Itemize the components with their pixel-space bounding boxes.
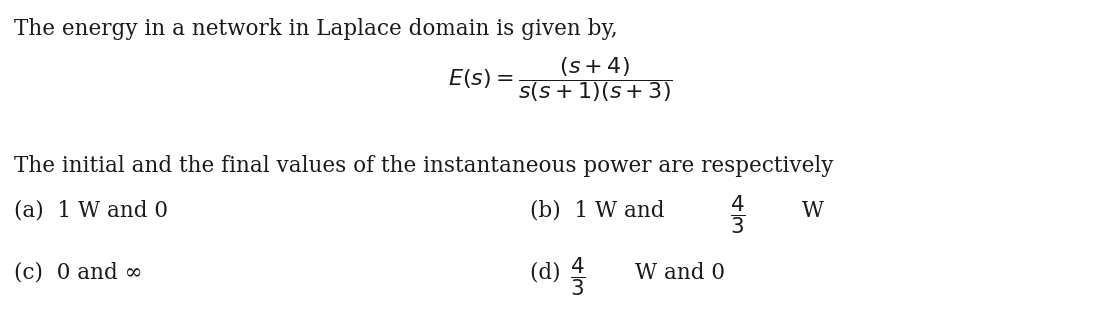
Text: $\dfrac{4}{3}$: $\dfrac{4}{3}$ — [730, 193, 745, 236]
Text: W: W — [794, 200, 824, 222]
Text: (a)  1 W and 0: (a) 1 W and 0 — [15, 200, 168, 222]
Text: (d): (d) — [530, 262, 574, 284]
Text: $\dfrac{4}{3}$: $\dfrac{4}{3}$ — [570, 255, 585, 298]
Text: (c)  0 and ∞: (c) 0 and ∞ — [15, 262, 142, 284]
Text: The initial and the final values of the instantaneous power are respectively: The initial and the final values of the … — [15, 155, 834, 177]
Text: (b)  1 W and: (b) 1 W and — [530, 200, 671, 222]
Text: The energy in a network in Laplace domain is given by,: The energy in a network in Laplace domai… — [15, 18, 618, 40]
Text: $E(s) = \dfrac{(s+4)}{s(s+1)(s+3)}$: $E(s) = \dfrac{(s+4)}{s(s+1)(s+3)}$ — [448, 55, 673, 104]
Text: W and 0: W and 0 — [634, 262, 725, 284]
